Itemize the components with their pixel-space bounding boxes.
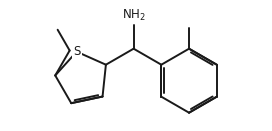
Text: NH$_2$: NH$_2$ xyxy=(122,8,146,23)
Text: S: S xyxy=(73,45,80,58)
